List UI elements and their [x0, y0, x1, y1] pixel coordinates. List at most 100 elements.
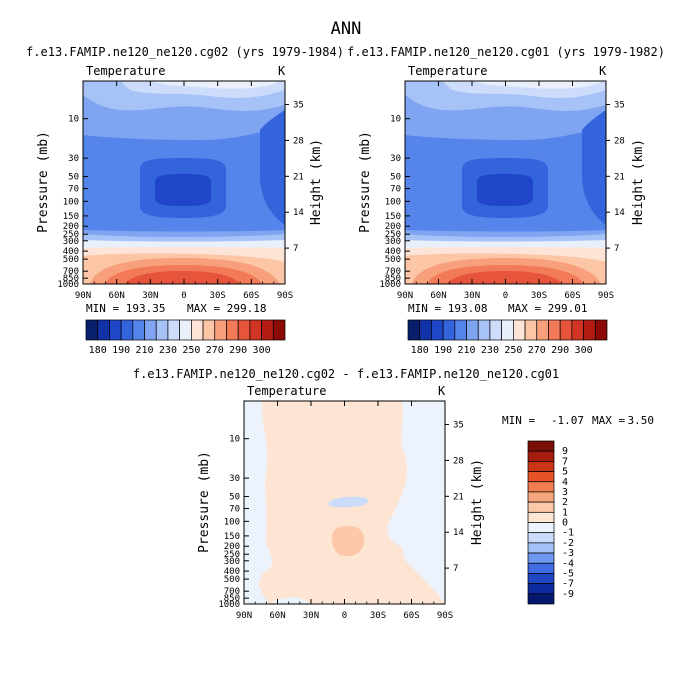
colorbar-swatch	[571, 319, 584, 341]
y-right-tick-label: 35	[293, 101, 304, 111]
field-band	[150, 81, 280, 89]
colorbar-label: 190	[112, 345, 130, 356]
y-tick-label: 200	[385, 222, 401, 232]
y-right-tick-label: 28	[614, 136, 625, 146]
panel-2-colorbar: 180 190 210 230 250 270 290 300	[407, 319, 608, 356]
colorbar-swatch	[261, 319, 274, 341]
colorbar-swatch	[431, 319, 444, 341]
panel-3-min-value: -1.07	[551, 414, 584, 427]
x-tick-label: 60N	[109, 291, 125, 301]
colorbar-label: 270	[528, 345, 546, 356]
y-tick-label: 1000	[218, 600, 240, 610]
field-band	[472, 81, 602, 89]
colorbar-swatch	[454, 319, 467, 341]
panel-3: f.e13.FAMIP.ne120_ne120.cg02 - f.e13.FAM…	[133, 367, 654, 621]
y-tick-label: 70	[390, 185, 401, 195]
y-tick-label: 70	[229, 505, 240, 515]
panel-1-ylabel: Pressure (mb)	[36, 131, 51, 233]
colorbar-label: 7	[562, 456, 568, 467]
colorbar-label: 180	[89, 345, 107, 356]
colorbar-swatch	[167, 319, 180, 341]
y-tick-label: 700	[224, 587, 240, 597]
x-tick-label: 30N	[303, 611, 319, 621]
panel-1-max: MAX = 299.18	[187, 302, 266, 315]
field-band	[244, 420, 267, 604]
y-right-tick-label: 35	[614, 101, 625, 111]
y-tick-label: 100	[63, 197, 79, 207]
colorbar-label: 2	[562, 497, 568, 508]
y-tick-label: 150	[63, 212, 79, 222]
colorbar-swatch	[214, 319, 227, 341]
x-tick-label: 60N	[430, 291, 446, 301]
colorbar-swatch	[559, 319, 573, 341]
colorbar-swatch	[527, 522, 555, 534]
colorbar-label: -1	[562, 528, 574, 539]
colorbar-label: 210	[135, 345, 153, 356]
panel-2-ylabel: Pressure (mb)	[358, 131, 373, 233]
colorbar-swatch	[527, 471, 555, 483]
x-tick-label: 0	[503, 291, 508, 301]
colorbar-swatch	[527, 491, 555, 503]
colorbar-swatch	[548, 319, 561, 341]
colorbar-swatch	[85, 319, 99, 341]
y-tick-label: 700	[63, 267, 79, 277]
y-right-tick-label: 21	[614, 172, 625, 182]
colorbar-swatch	[489, 319, 502, 341]
y-right-tick-label: 14	[614, 208, 625, 218]
colorbar-swatch	[527, 532, 555, 544]
colorbar-swatch	[249, 319, 262, 341]
colorbar-label: 5	[562, 467, 568, 478]
x-tick-label: 60N	[269, 611, 285, 621]
panel-1-min: MIN = 193.35	[86, 302, 165, 315]
colorbar-swatch	[132, 319, 145, 341]
panel-2-field	[405, 81, 606, 284]
colorbar-swatch	[527, 440, 555, 452]
y-tick-label: 500	[63, 255, 79, 265]
colorbar-swatch	[513, 319, 526, 341]
field-band	[332, 526, 364, 556]
colorbar-label: 290	[229, 345, 247, 356]
y-tick-label: 50	[229, 492, 240, 502]
panel-1-axes: 90N 60N 30N 0 30S 60S 90S103050701001502002503…	[57, 81, 304, 301]
panel-3-variable: Temperature	[247, 384, 326, 398]
panel-1-title: f.e13.FAMIP.ne120_ne120.cg02 (yrs 1979-1…	[26, 45, 344, 59]
colorbar-swatch	[536, 319, 549, 341]
field-band	[328, 496, 369, 508]
colorbar-label: -7	[562, 579, 574, 590]
colorbar-swatch	[202, 319, 216, 341]
colorbar-swatch	[120, 319, 134, 341]
colorbar-label: 230	[481, 345, 499, 356]
field-band	[125, 271, 240, 284]
colorbar-swatch	[583, 319, 596, 341]
y-tick-label: 200	[63, 222, 79, 232]
colorbar-swatch	[594, 319, 608, 341]
colorbar-label: -4	[562, 558, 574, 569]
panel-1-field	[83, 81, 285, 284]
colorbar-swatch	[501, 319, 514, 341]
colorbar-swatch	[527, 501, 555, 513]
colorbar-label: 1	[562, 507, 568, 518]
colorbar-label: 300	[253, 345, 271, 356]
colorbar-label: 210	[457, 345, 475, 356]
panel-3-field	[244, 401, 445, 604]
y-right-tick-label: 7	[293, 244, 298, 254]
colorbar-swatch	[527, 511, 555, 523]
colorbar-swatch	[407, 319, 421, 341]
panel-3-ylabel-right: Height (km)	[470, 459, 485, 545]
x-tick-label: 90S	[277, 291, 293, 301]
y-tick-label: 30	[68, 154, 79, 164]
colorbar-label: 3	[562, 487, 568, 498]
colorbar-swatch	[527, 593, 555, 605]
field-band	[400, 540, 445, 604]
panel-2-title: f.e13.FAMIP.ne120_ne120.cg01 (yrs 1979-1…	[347, 45, 665, 59]
colorbar-label: 190	[434, 345, 452, 356]
y-right-tick-label: 21	[453, 492, 464, 502]
colorbar-swatch	[155, 319, 169, 341]
y-tick-label: 850	[224, 594, 240, 604]
colorbar-swatch	[419, 319, 432, 341]
panel-3-axes: 90N 60N 30N 0 30S 60S 90S103050701001502002503…	[218, 401, 464, 621]
y-tick-label: 70	[68, 185, 79, 195]
y-tick-label: 10	[390, 115, 401, 125]
